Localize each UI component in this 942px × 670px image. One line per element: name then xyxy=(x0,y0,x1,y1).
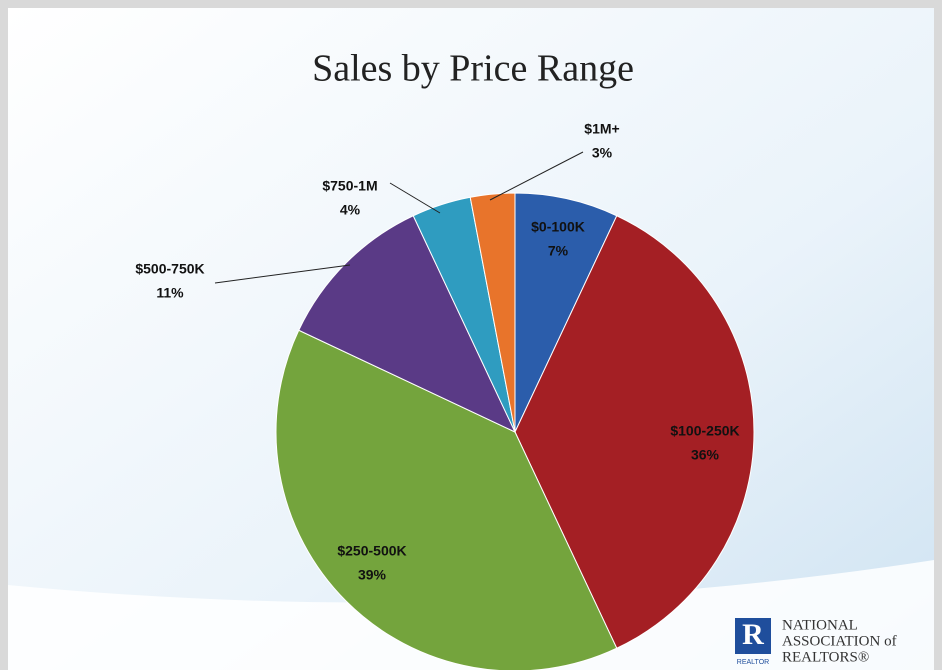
pie-slice xyxy=(298,215,517,434)
logo-mark: R xyxy=(742,618,764,651)
pie-slice xyxy=(514,215,755,649)
slice-value-label: 7% xyxy=(548,243,569,259)
chart-title: Sales by Price Range xyxy=(312,48,634,90)
slice-value-label: 11% xyxy=(156,285,184,301)
pie-slice xyxy=(469,192,516,433)
logo-text: ASSOCIATION of xyxy=(782,633,897,649)
slice-value-label: 39% xyxy=(358,567,387,583)
pie-slice xyxy=(514,192,618,433)
slice-value-label: 36% xyxy=(691,447,720,463)
logo-box xyxy=(735,618,771,654)
slice-label: $500-750K xyxy=(135,261,204,277)
slice-value-label: 3% xyxy=(592,145,613,161)
leader-line xyxy=(389,182,441,214)
slice-label: $750-1M xyxy=(322,178,377,194)
slice-label: $100-250K xyxy=(670,423,739,439)
logo-text: NATIONAL xyxy=(782,617,858,633)
leader-line xyxy=(214,264,351,284)
slice-label: $1M+ xyxy=(584,121,619,137)
slice-value-label: 4% xyxy=(340,202,361,218)
slice-label: $250-500K xyxy=(337,543,406,559)
logo-caption: REALTOR xyxy=(737,659,769,666)
logo: R REALTOR NATIONAL ASSOCIATION of REALTO… xyxy=(735,617,897,666)
slice-label: $0-100K xyxy=(531,219,585,235)
leader-line xyxy=(489,151,584,201)
logo-text: REALTORS® xyxy=(782,649,869,665)
